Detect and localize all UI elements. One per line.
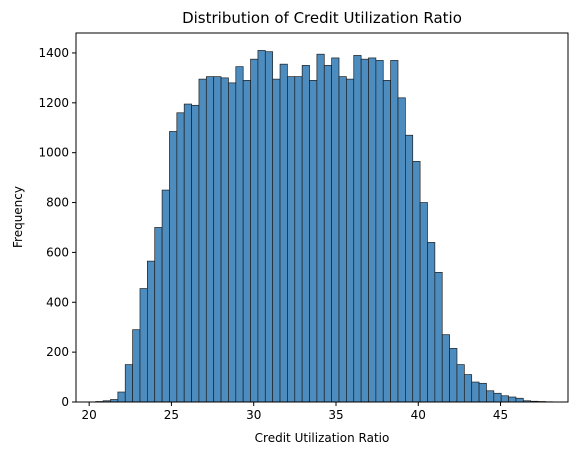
histogram-bar [146, 260, 156, 403]
histogram-bar [176, 112, 185, 403]
y-tick-label: 0 [61, 395, 69, 409]
histogram-bar [124, 364, 133, 403]
histogram-bar [316, 53, 325, 403]
histogram-bar [169, 131, 178, 403]
histogram-bar [198, 78, 207, 403]
histogram-bar [346, 78, 355, 403]
histogram-bar [471, 381, 480, 403]
histogram-bar [191, 104, 200, 403]
y-tick-label: 1000 [38, 146, 69, 160]
bars-group [95, 50, 554, 403]
histogram-bar [419, 202, 428, 403]
y-tick-label: 1200 [38, 96, 69, 110]
y-axis: 0 200 400 600 800 1000 1200 1400 [38, 46, 76, 409]
x-tick-label: 40 [411, 408, 426, 422]
histogram-bar [478, 382, 487, 403]
histogram-bar [331, 57, 340, 403]
histogram-bar [213, 76, 222, 403]
histogram-bar [220, 77, 229, 403]
histogram-bar [441, 334, 450, 403]
histogram-bar [161, 189, 170, 403]
chart-title: Distribution of Credit Utilization Ratio [182, 9, 462, 27]
histogram-bar [397, 97, 406, 403]
histogram-bar [235, 66, 244, 403]
histogram-bar [463, 374, 473, 403]
x-axis-label: Credit Utilization Ratio [255, 431, 390, 445]
x-tick-label: 30 [246, 408, 261, 422]
histogram-bar [449, 348, 458, 403]
y-tick-label: 1400 [38, 46, 69, 60]
histogram-bar [323, 65, 332, 403]
histogram-bar [154, 227, 163, 403]
histogram-bar [515, 397, 524, 403]
x-tick-label: 35 [328, 408, 343, 422]
histogram-bar [434, 272, 443, 403]
histogram-bar [139, 288, 148, 403]
histogram-bar [117, 391, 126, 403]
histogram-bar [228, 82, 237, 403]
x-axis: 20 25 30 35 40 45 [82, 402, 508, 422]
histogram-bar [375, 60, 384, 403]
y-tick-label: 200 [46, 345, 69, 359]
x-tick-label: 45 [493, 408, 508, 422]
histogram-bar [412, 161, 421, 403]
histogram-bar [250, 58, 259, 403]
histogram-bar [360, 58, 369, 403]
y-tick-label: 400 [46, 295, 69, 309]
histogram-bar [353, 55, 362, 403]
histogram-bar [456, 364, 465, 403]
histogram-bar [287, 76, 296, 403]
histogram-bar [242, 80, 251, 403]
histogram-bar [405, 134, 414, 403]
y-tick-label: 800 [46, 196, 69, 210]
histogram-bar [301, 65, 310, 403]
histogram-bar [390, 60, 399, 403]
histogram-bar [272, 78, 281, 403]
plot-frame [75, 32, 569, 403]
histogram-bar [257, 50, 266, 403]
histogram-bar [309, 80, 318, 403]
histogram-bar [486, 390, 495, 403]
histogram-bar [368, 57, 377, 403]
x-tick-label: 25 [164, 408, 179, 422]
x-tick-label: 20 [82, 408, 97, 422]
histogram-bar [508, 396, 517, 403]
y-tick-label: 600 [46, 245, 69, 259]
histogram-bar [264, 51, 274, 403]
histogram-bar [500, 395, 509, 403]
y-axis-label: Frequency [11, 186, 25, 248]
histogram-bar [205, 76, 215, 403]
histogram-bar [382, 80, 391, 403]
histogram-bar [338, 76, 347, 403]
histogram-bar [132, 329, 141, 403]
histogram-bar [493, 392, 502, 403]
histogram-bar [279, 63, 288, 403]
histogram-bar [183, 103, 192, 403]
histogram-bar [294, 76, 303, 403]
histogram-bar [427, 242, 436, 403]
